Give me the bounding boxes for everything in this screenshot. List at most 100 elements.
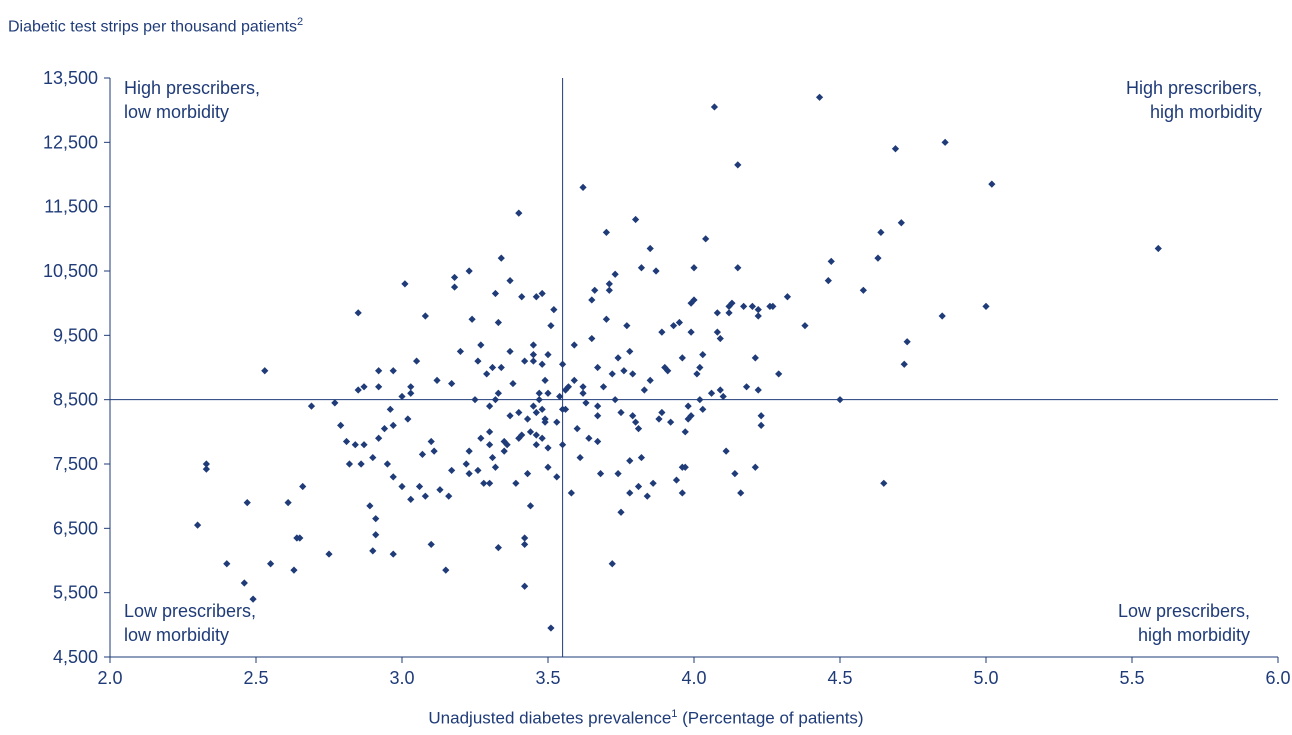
scatter-point — [681, 428, 689, 436]
scatter-point — [544, 463, 552, 471]
scatter-point — [576, 453, 584, 462]
scatter-point — [506, 412, 514, 420]
scatter-point — [503, 441, 511, 449]
scatter-point — [290, 566, 298, 574]
scatter-point — [687, 328, 695, 336]
x-axis-label: Unadjusted diabetes prevalence1 (Percent… — [0, 708, 1292, 729]
scatter-point — [637, 453, 646, 462]
scatter-point — [407, 383, 415, 391]
quadrant-label-top-left: low morbidity — [124, 102, 229, 122]
scatter-point — [407, 495, 415, 503]
scatter-point — [389, 367, 397, 375]
scatter-point — [675, 318, 683, 327]
scatter-point — [579, 183, 587, 191]
scatter-point — [202, 460, 210, 468]
scatter-point — [728, 299, 736, 307]
scatter-point — [815, 93, 824, 101]
scatter-point — [707, 389, 716, 397]
scatter-point — [372, 531, 380, 539]
scatter-point — [357, 460, 365, 468]
scatter-point — [579, 389, 587, 397]
scatter-point — [389, 421, 397, 429]
scatter-point — [617, 508, 625, 516]
scatter-point — [897, 219, 905, 227]
x-tick-label: 2.0 — [97, 668, 122, 688]
scatter-point — [681, 463, 689, 471]
scatter-point — [602, 228, 610, 236]
scatter-point — [903, 338, 911, 346]
scatter-point — [582, 399, 590, 407]
y-tick-label: 9,500 — [53, 325, 98, 345]
scatter-point — [734, 161, 742, 169]
x-axis-label-text: Unadjusted diabetes prevalence — [428, 708, 672, 728]
scatter-point — [611, 396, 619, 404]
scatter-point — [488, 363, 497, 372]
scatter-point — [462, 460, 470, 468]
scatter-point — [299, 482, 307, 491]
scatter-point — [559, 360, 567, 368]
scatter-point — [722, 447, 730, 455]
scatter-point — [354, 386, 362, 394]
scatter-point — [480, 479, 488, 487]
scatter-point — [801, 322, 809, 330]
scatter-point — [442, 566, 450, 574]
scatter-point — [202, 465, 210, 473]
scatter-point — [751, 354, 759, 362]
scatter-point — [605, 280, 613, 288]
scatter-point — [494, 544, 502, 552]
scatter-point — [667, 418, 675, 426]
scatter-point — [284, 499, 292, 507]
scatter-point — [296, 534, 304, 542]
scatter-point — [678, 489, 686, 497]
scatter-point — [506, 277, 514, 285]
scatter-point — [594, 402, 602, 410]
scatter-point — [658, 328, 666, 336]
y-tick-label: 12,500 — [43, 132, 98, 152]
y-tick-label: 5,500 — [53, 583, 98, 603]
scatter-point — [436, 486, 444, 494]
scatter-point — [561, 405, 570, 413]
scatter-point — [506, 347, 514, 356]
scatter-point — [518, 431, 526, 439]
scatter-point — [941, 138, 949, 146]
scatter-point — [474, 357, 482, 365]
y-axis-label-footnote: 2 — [297, 16, 304, 28]
scatter-point — [538, 405, 546, 413]
scatter-point — [649, 479, 657, 487]
y-axis-label-text: Diabetic test strips per thousand patien… — [8, 18, 298, 36]
scatter-point — [564, 383, 573, 391]
quadrant-label-top-left: High prescribers, — [124, 78, 260, 98]
scatter-point — [696, 363, 704, 372]
scatter-point — [634, 482, 643, 491]
scatter-point — [337, 421, 345, 429]
scatter-point — [386, 405, 394, 413]
scatter-point — [494, 318, 502, 327]
scatter-point — [515, 434, 523, 442]
scatter-point — [491, 463, 500, 471]
scatter-point — [430, 447, 438, 455]
scatter-point — [567, 489, 575, 497]
y-tick-label: 13,500 — [43, 68, 98, 88]
scatter-point — [938, 312, 946, 320]
scatter-point — [982, 302, 990, 310]
scatter-point — [672, 476, 681, 484]
scatter-point — [509, 379, 517, 388]
scatter-point — [474, 466, 482, 475]
scatter-point — [532, 293, 540, 301]
scatter-point — [445, 492, 453, 500]
scatter-point — [415, 482, 424, 491]
scatter-point — [471, 396, 479, 404]
scatter-point — [696, 396, 704, 404]
scatter-point — [535, 389, 543, 397]
scatter-point — [407, 389, 415, 397]
quadrant-label-bottom-left: low morbidity — [124, 625, 229, 645]
scatter-point — [427, 437, 435, 446]
x-tick-label: 5.0 — [973, 668, 998, 688]
scatter-point — [710, 103, 719, 111]
scatter-point — [775, 370, 783, 378]
scatter-point — [433, 376, 441, 384]
scatter-point — [783, 293, 792, 301]
scatter-point — [713, 309, 721, 317]
scatter-point — [754, 306, 762, 314]
scatter-point — [491, 289, 500, 298]
